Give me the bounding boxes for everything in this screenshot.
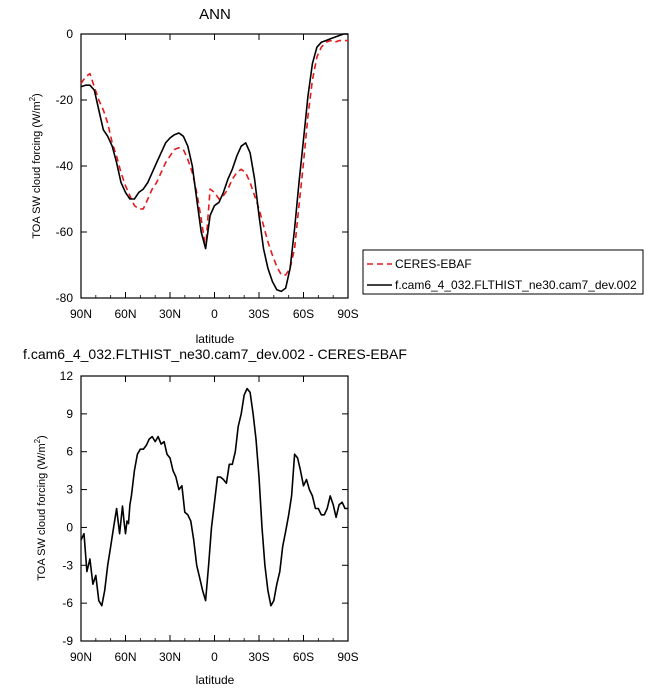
bottom-x-tick-label: 90S: [337, 650, 358, 664]
bottom-x-tick-label: 60N: [114, 650, 136, 664]
bottom-y-axis-label-sup: 2: [33, 438, 42, 443]
top-series-line-ceres-ebaf: [80, 39, 348, 276]
bottom-x-tick-label: 90N: [70, 650, 92, 664]
bottom-x-tick-label: 30S: [248, 650, 269, 664]
bottom-series-line-difference: [80, 387, 348, 607]
top-y-tick-label: 0: [66, 27, 73, 41]
bottom-y-axis-label-close: ): [36, 435, 48, 439]
top-y-tick-label: -60: [56, 225, 74, 239]
bottom-x-tick-label: 60S: [293, 650, 314, 664]
top-x-tick-label: 60N: [114, 307, 136, 321]
top-axes: 90N 60N 30N 0 30S 60S 90S -80 -60 -40 -20 0: [56, 27, 359, 321]
legend-label-model: f.cam6_4_032.FLTHIST_ne30.cam7_dev.002: [395, 278, 637, 292]
bottom-y-axis-label: TOA SW cloud forcing (W/m2): [33, 435, 48, 580]
bottom-panel: f.cam6_4_032.FLTHIST_ne30.cam7_dev.002 -…: [23, 346, 407, 687]
top-x-tick-label: 30N: [159, 307, 181, 321]
top-x-tick-label: 90S: [337, 307, 358, 321]
top-panel: ANN 90N 60N 30N 0 30S 60S 90S -80 -60 -40 -20 0 lat…: [28, 6, 644, 346]
bottom-y-tick-label: 3: [66, 483, 73, 497]
top-y-axis-label-close: ): [31, 93, 43, 97]
top-y-axis-label: TOA SW cloud forcing (W/m2): [28, 93, 43, 238]
top-chart-title: ANN: [199, 6, 231, 23]
legend-box: [362, 249, 644, 295]
top-y-axis-label-sup: 2: [28, 96, 37, 101]
top-x-axis-label: latitude: [196, 332, 235, 346]
bottom-y-tick-label: -6: [62, 596, 73, 610]
bottom-x-tick-label: 0: [211, 650, 218, 664]
legend-label-ceres: CERES-EBAF: [395, 257, 472, 271]
bottom-y-tick-label: 12: [60, 369, 74, 383]
bottom-y-tick-label: 0: [66, 520, 73, 534]
top-series: [80, 33, 348, 293]
bottom-y-tick-label: -3: [62, 558, 73, 572]
top-y-tick-label: -80: [56, 291, 74, 305]
legend: CERES-EBAF f.cam6_4_032.FLTHIST_ne30.cam…: [362, 249, 644, 295]
top-x-tick-label: 0: [211, 307, 218, 321]
bottom-axes: 90N 60N 30N 0 30S 60S 90S -9 -6 -3 0 3 6 9 12: [60, 369, 359, 664]
top-x-tick-label: 90N: [70, 307, 92, 321]
bottom-y-axis-label-main: TOA SW cloud forcing (W/m: [36, 443, 48, 580]
top-x-tick-label: 30S: [248, 307, 269, 321]
top-series-line-f-cam6-4-032-flthist-ne30-cam7-dev-002: [80, 33, 348, 293]
top-y-tick-label: -20: [56, 93, 74, 107]
top-x-tick-label: 60S: [293, 307, 314, 321]
top-plot-frame: [80, 33, 349, 299]
top-y-axis-label-main: TOA SW cloud forcing (W/m: [31, 101, 43, 238]
bottom-x-tick-label: 30N: [159, 650, 181, 664]
bottom-chart-title: f.cam6_4_032.FLTHIST_ne30.cam7_dev.002 -…: [23, 346, 407, 362]
bottom-y-tick-label: -9: [62, 634, 73, 648]
bottom-y-tick-label: 9: [66, 407, 73, 421]
bottom-series: [80, 387, 348, 607]
top-y-tick-label: -40: [56, 159, 74, 173]
bottom-x-axis-label: latitude: [196, 673, 235, 687]
bottom-y-tick-label: 6: [66, 445, 73, 459]
